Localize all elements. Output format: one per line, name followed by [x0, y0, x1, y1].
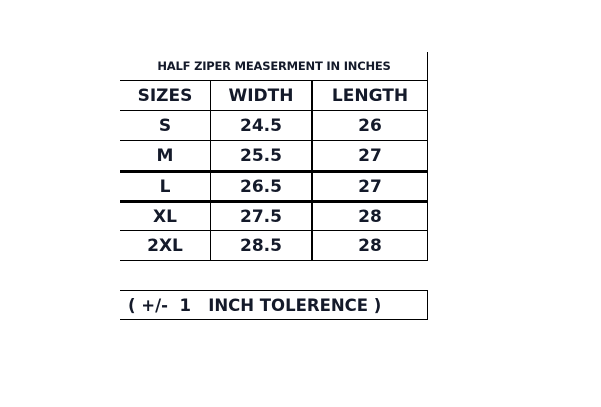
- size-cell: M: [156, 145, 174, 166]
- length-cell: 26: [311, 111, 428, 140]
- width-cell: 26.5: [210, 173, 311, 200]
- header-row: SIZES WIDTH LENGTH: [120, 80, 428, 110]
- table-row: L 26.5 27: [120, 170, 428, 200]
- header-width: WIDTH: [210, 81, 311, 110]
- size-cell: L: [159, 176, 171, 197]
- table-title: HALF ZIPER MEASERMENT IN INCHES: [157, 59, 391, 73]
- table-row: 2XL 28.5 28: [120, 230, 428, 261]
- length-cell: 28: [311, 203, 428, 230]
- length-cell: 28: [311, 231, 428, 260]
- tolerance-note: ( +/- 1 INCH TOLERENCE ): [120, 290, 428, 320]
- table-row: S 24.5 26: [120, 110, 428, 140]
- length-cell: 27: [311, 173, 428, 200]
- width-cell: 28.5: [210, 231, 311, 260]
- table-row: XL 27.5 28: [120, 200, 428, 230]
- header-sizes: SIZES: [137, 85, 193, 106]
- width-cell: 24.5: [210, 111, 311, 140]
- width-cell: 25.5: [210, 141, 311, 170]
- table-row: M 25.5 27: [120, 140, 428, 170]
- size-table: SIZES WIDTH LENGTH S 24.5 26 M 25.5 27 L…: [120, 80, 428, 261]
- length-cell: 27: [311, 141, 428, 170]
- width-cell: 27.5: [210, 203, 311, 230]
- header-length: LENGTH: [311, 81, 428, 110]
- size-cell: 2XL: [147, 235, 183, 256]
- size-cell: XL: [153, 206, 177, 227]
- size-cell: S: [158, 115, 172, 136]
